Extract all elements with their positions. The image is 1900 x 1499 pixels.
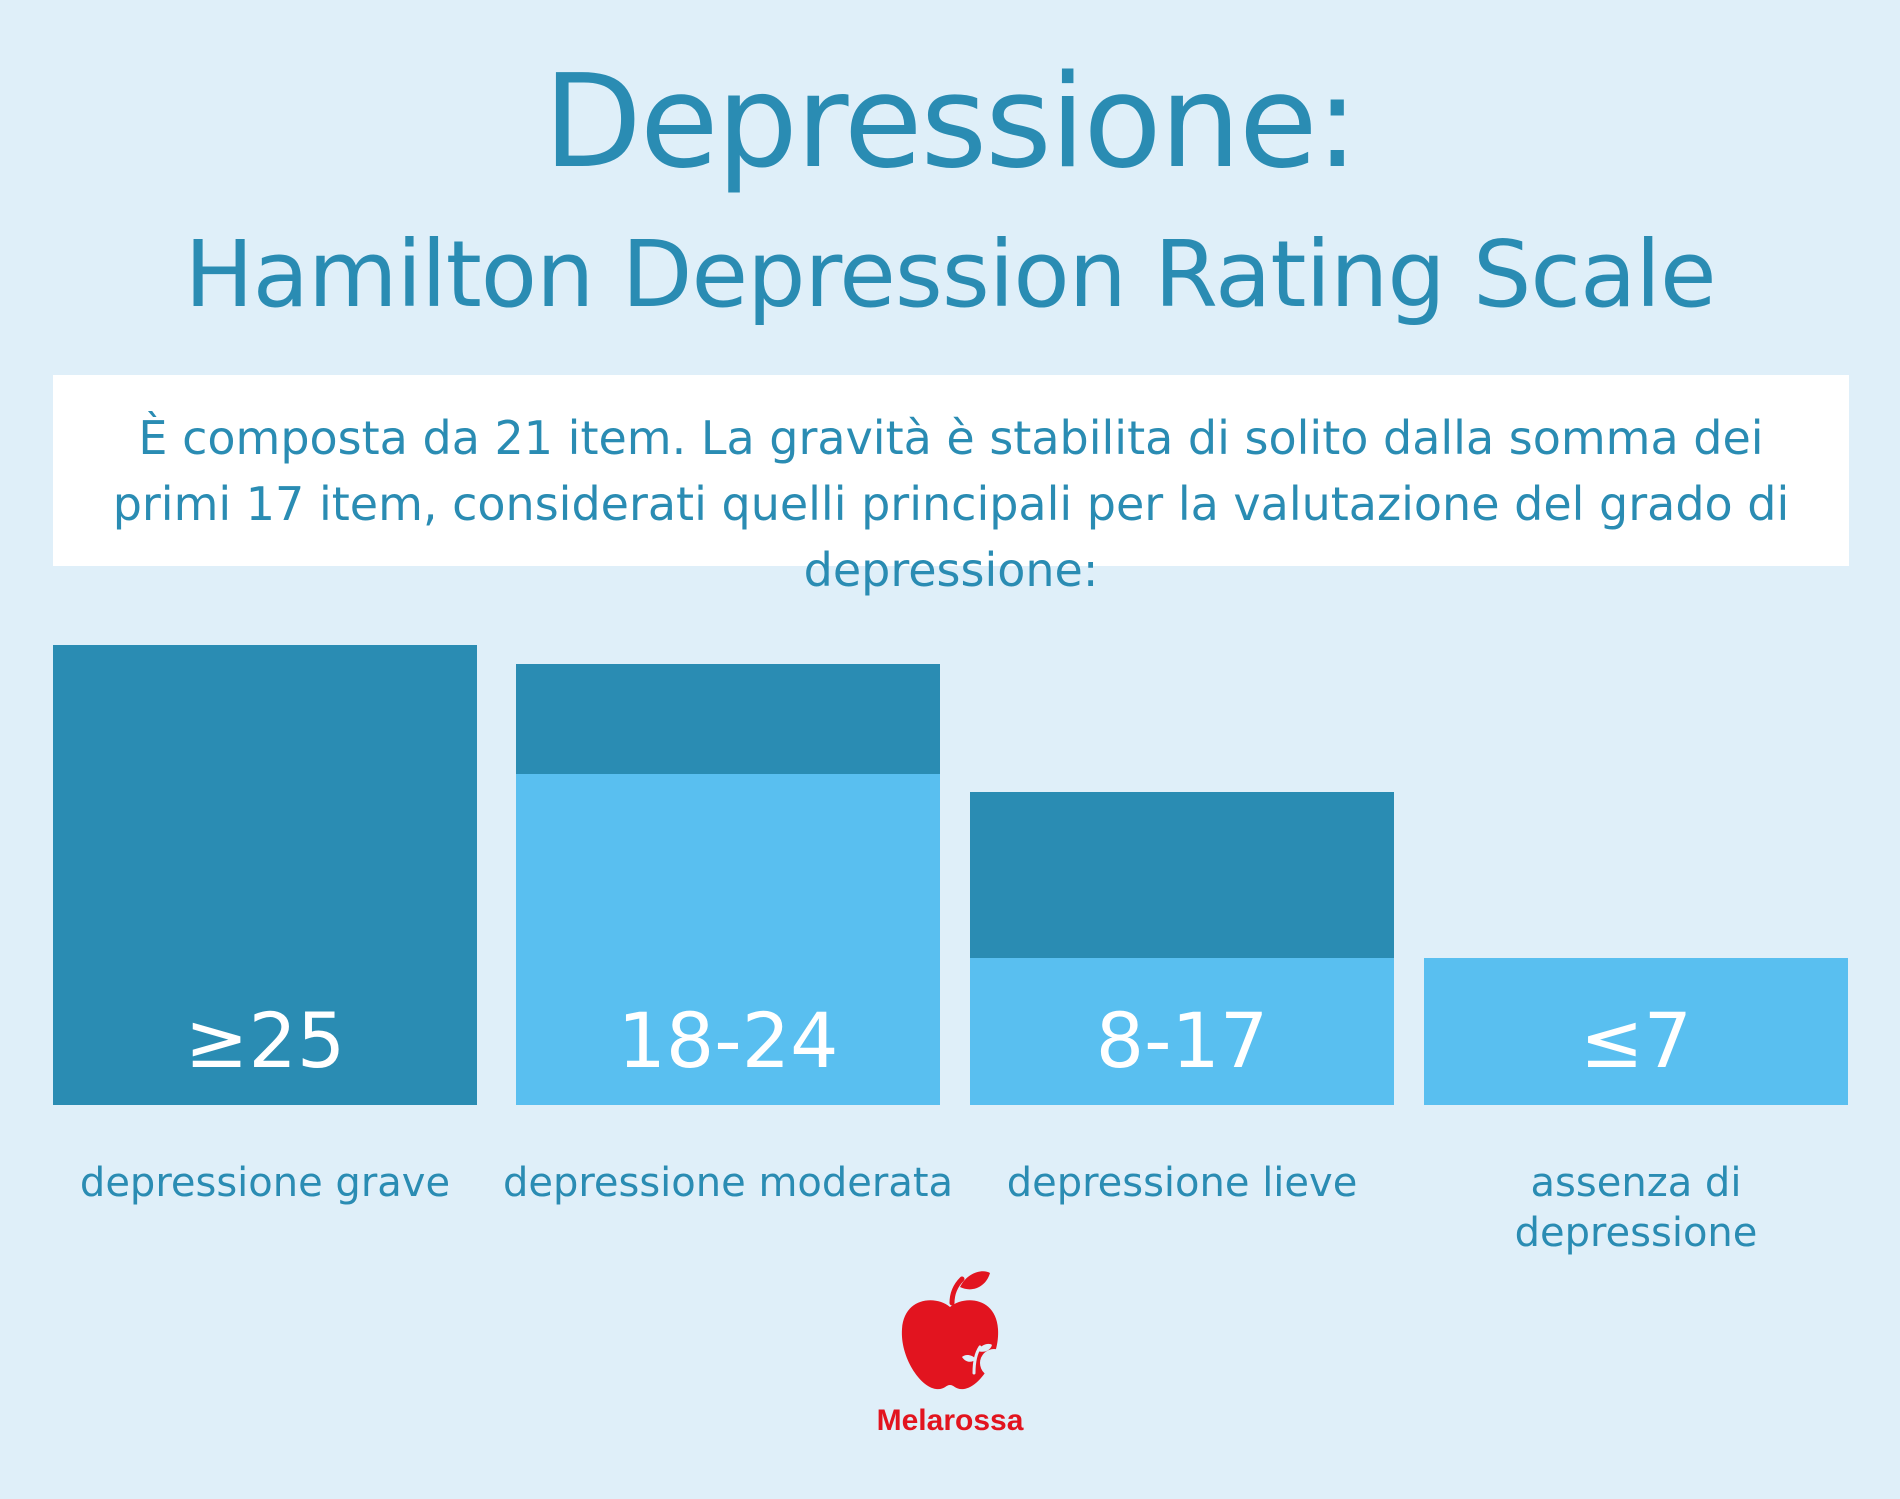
intro-box: È composta da 21 item. La gravità è stab… [53, 375, 1849, 597]
bar-lieve-light-segment [970, 958, 1394, 1105]
intro-text: È composta da 21 item. La gravità è stab… [112, 411, 1790, 597]
bar-grave-dark-segment [53, 645, 477, 1105]
bar-label-lieve: depressione lieve [1006, 1160, 1358, 1206]
bar-label-assenza: assenza di depressione [1514, 1160, 1758, 1256]
bar-value-moderata: 18-24 [617, 996, 839, 1085]
bar-assenza-light-segment [1424, 958, 1848, 1105]
bar-value-lieve: 8-17 [1095, 996, 1269, 1085]
brand-name: Melarossa [876, 1404, 1024, 1437]
brand-logo: Melarossa [850, 1265, 1050, 1439]
bar-label-grave: depressione grave [79, 1160, 451, 1206]
page-subtitle: Hamilton Depression Rating Scale [184, 221, 1716, 328]
bar-value-grave: ≥25 [184, 996, 346, 1085]
bar-value-assenza: ≤7 [1579, 996, 1693, 1085]
bar-lieve-dark-segment [970, 792, 1394, 958]
bar-label-moderata: depressione moderata [502, 1160, 954, 1206]
apple-icon [901, 1271, 1008, 1390]
bar-moderata-light-segment [516, 774, 940, 1105]
bar-moderata-dark-segment [516, 664, 940, 774]
page-title: Depressione: [543, 48, 1358, 197]
